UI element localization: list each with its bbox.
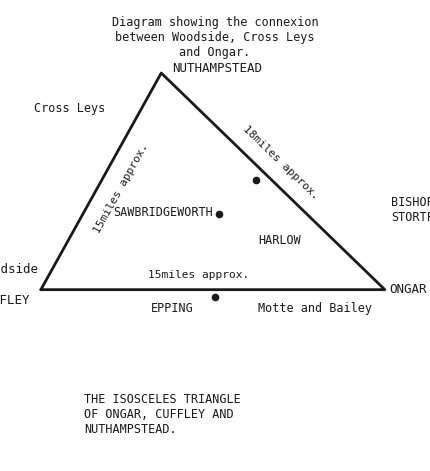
Text: THE ISOSCELES TRIANGLE
OF ONGAR, CUFFLEY AND
NUTHAMPSTEAD.: THE ISOSCELES TRIANGLE OF ONGAR, CUFFLEY… xyxy=(84,393,241,436)
Text: 18miles approx.: 18miles approx. xyxy=(241,123,320,201)
Text: SAWBRIDGEWORTH: SAWBRIDGEWORTH xyxy=(113,206,213,219)
Text: ONGAR: ONGAR xyxy=(389,283,427,296)
Text: NUTHAMPSTEAD: NUTHAMPSTEAD xyxy=(172,62,262,75)
Text: HARLOW: HARLOW xyxy=(258,234,301,247)
Text: Cross Leys: Cross Leys xyxy=(34,102,105,115)
Text: BISHOP'S
STORTFORD: BISHOP'S STORTFORD xyxy=(391,195,430,224)
Text: 15miles approx.: 15miles approx. xyxy=(148,269,250,280)
Text: CUFFLEY: CUFFLEY xyxy=(0,294,29,308)
Text: Woodside: Woodside xyxy=(0,262,38,276)
Text: Motte and Bailey: Motte and Bailey xyxy=(258,302,372,316)
Text: Diagram showing the connexion
between Woodside, Cross Leys
and Ongar.: Diagram showing the connexion between Wo… xyxy=(112,16,318,59)
Text: 15miles approx.: 15miles approx. xyxy=(92,142,150,236)
Text: EPPING: EPPING xyxy=(150,302,194,316)
